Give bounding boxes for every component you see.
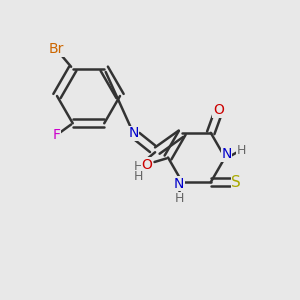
Text: S: S xyxy=(231,175,241,190)
Text: H: H xyxy=(175,192,184,205)
Text: O: O xyxy=(213,103,224,117)
Text: N: N xyxy=(128,127,139,140)
Text: O: O xyxy=(142,158,152,172)
Text: Br: Br xyxy=(49,42,64,56)
Text: N: N xyxy=(221,148,232,161)
Text: H: H xyxy=(133,170,143,184)
Text: H: H xyxy=(237,143,246,157)
Text: H: H xyxy=(133,160,143,173)
Text: F: F xyxy=(52,128,60,142)
Text: N: N xyxy=(174,177,184,191)
